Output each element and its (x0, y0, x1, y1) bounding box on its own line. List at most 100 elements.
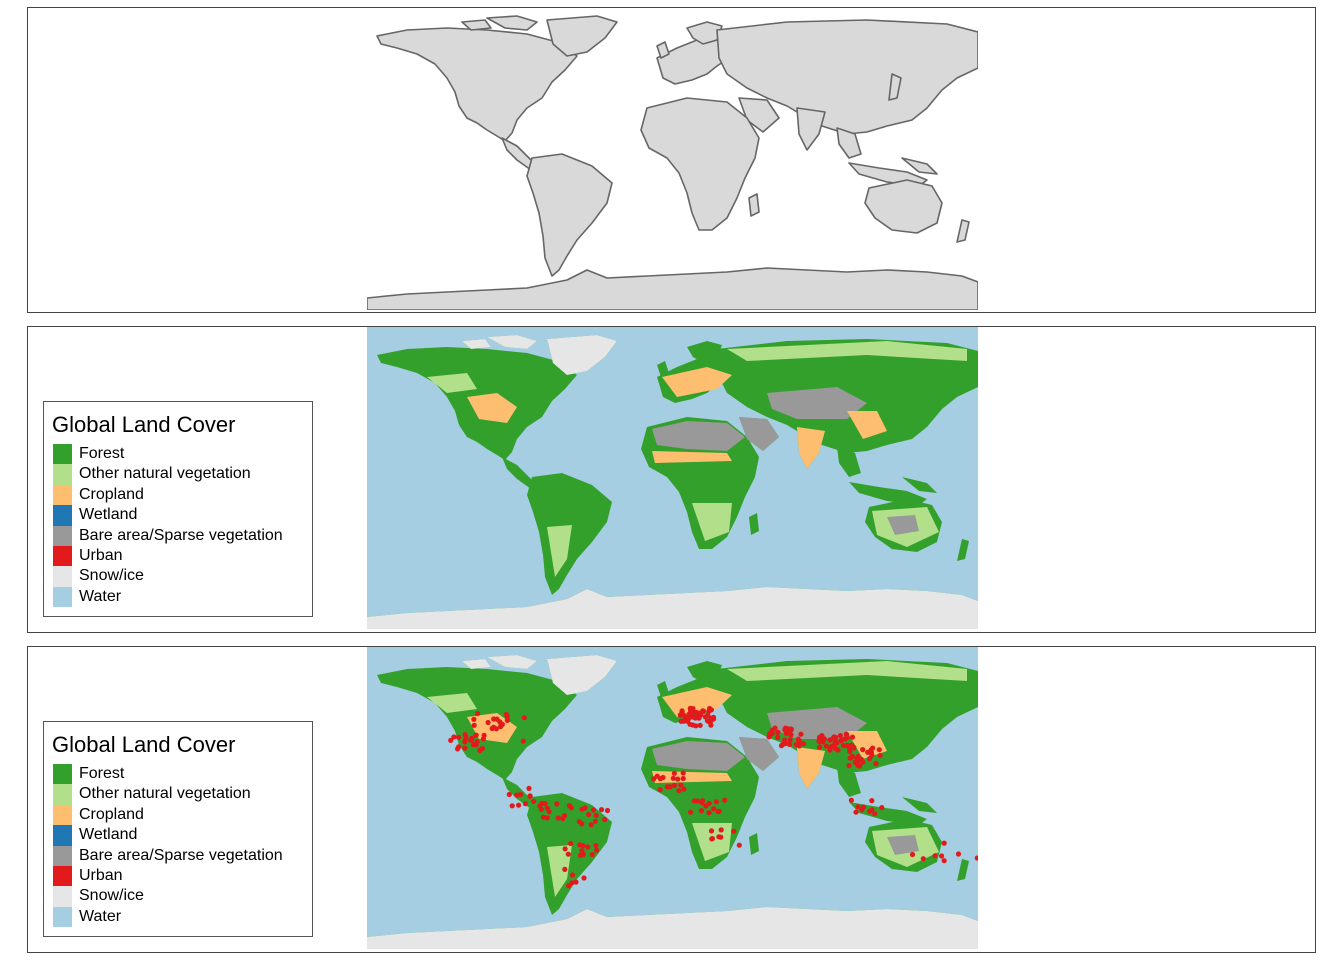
urban-point (579, 848, 585, 854)
urban-point (876, 747, 882, 753)
urban-point (920, 856, 926, 862)
urban-point (581, 875, 587, 881)
urban-point (767, 731, 773, 737)
legend-label: Water (79, 907, 122, 925)
urban-point (471, 722, 477, 728)
urban-point (506, 791, 512, 798)
urban-point (801, 741, 807, 747)
urban-point (491, 716, 497, 722)
urban-point (775, 729, 781, 735)
urban-point (690, 722, 696, 728)
north-america-grass-patch (427, 693, 477, 713)
urban-point (859, 807, 865, 813)
urban-point (471, 716, 477, 722)
legend-swatch (53, 906, 72, 928)
legend-title: Global Land Cover (52, 412, 236, 437)
legend-label: Forest (79, 765, 125, 782)
legend-swatch (53, 566, 72, 587)
siberia-grass (727, 341, 967, 361)
legend-swatch (53, 804, 72, 826)
urban-point (588, 822, 594, 828)
legend-label: Wetland (79, 826, 138, 844)
urban-point (497, 719, 503, 725)
legend-label: Snow/ice (79, 887, 144, 905)
urban-point (671, 770, 677, 776)
urban-point (667, 784, 673, 790)
urban-point (554, 801, 560, 807)
urban-point (522, 801, 528, 807)
legend-label: Bare area/Sparse vegetation (79, 526, 283, 544)
urban-point (932, 853, 938, 859)
urban-point (860, 747, 866, 753)
urban-point (462, 732, 468, 738)
urban-point (569, 872, 576, 878)
urban-point (698, 808, 704, 814)
sahara-bare-area (652, 741, 745, 771)
urban-point (681, 786, 687, 792)
greenland-snow (547, 655, 617, 695)
urban-point (718, 827, 724, 833)
europe-cropland-patch (662, 687, 732, 717)
urban-point (713, 799, 719, 805)
urban-point (604, 807, 611, 814)
urban-point (462, 738, 468, 744)
urban-point (462, 745, 468, 751)
arabia-bare-area (739, 417, 779, 451)
sahel-cropland-band (652, 451, 732, 463)
urban-point (686, 715, 692, 722)
urban-point (707, 705, 713, 712)
greenland-snow (547, 335, 617, 375)
urban-point (566, 803, 572, 809)
australia-bare-area (887, 835, 919, 855)
urban-point (868, 747, 874, 753)
urban-point (592, 818, 598, 824)
legend-label: Other natural vegetation (79, 785, 251, 803)
urban-point (867, 808, 873, 815)
urban-point (593, 812, 599, 819)
urban-point (568, 840, 574, 847)
urban-point (555, 815, 561, 821)
australia-bare-area (887, 515, 919, 535)
urban-point (873, 761, 879, 767)
urban-point (796, 738, 803, 745)
legend-label: Cropland (79, 485, 144, 503)
arabia-bare-area (739, 737, 779, 771)
urban-point (681, 718, 687, 724)
urban-point (680, 770, 686, 776)
central-asia-bare-area (767, 387, 867, 419)
urban-point (531, 798, 537, 804)
urban-point (941, 840, 947, 846)
urban-point (691, 798, 697, 804)
urban-point (573, 879, 579, 885)
urban-point (520, 738, 526, 744)
urban-point (544, 805, 550, 811)
legend-swatch (53, 865, 72, 887)
urban-point (855, 753, 861, 760)
urban-point (798, 731, 804, 737)
land-cover-urban-map (367, 647, 978, 949)
legend-label: Forest (79, 445, 125, 462)
urban-point (489, 725, 495, 732)
legend-swatch (53, 825, 72, 846)
land-cover-panel: Global Land Cover Forest Other natural ve… (27, 326, 1316, 633)
siberia-grass (727, 661, 967, 681)
south-america-grass (547, 525, 572, 577)
urban-point (697, 722, 703, 728)
urban-point (775, 734, 781, 740)
urban-point (778, 743, 785, 749)
urban-point (706, 718, 712, 724)
urban-point (504, 717, 510, 723)
legend-swatch (53, 764, 72, 785)
urban-point (680, 775, 686, 782)
urban-point (909, 851, 916, 858)
urban-point (455, 734, 462, 740)
urban-point (831, 743, 837, 749)
urban-point (562, 846, 568, 852)
urban-point (706, 810, 712, 816)
north-america-cropland-patch (467, 393, 517, 423)
southern-africa-grass (692, 823, 732, 861)
urban-point (853, 809, 859, 815)
urban-point (514, 792, 520, 798)
urban-point (468, 737, 474, 743)
legend-label: Other natural vegetation (79, 465, 251, 483)
